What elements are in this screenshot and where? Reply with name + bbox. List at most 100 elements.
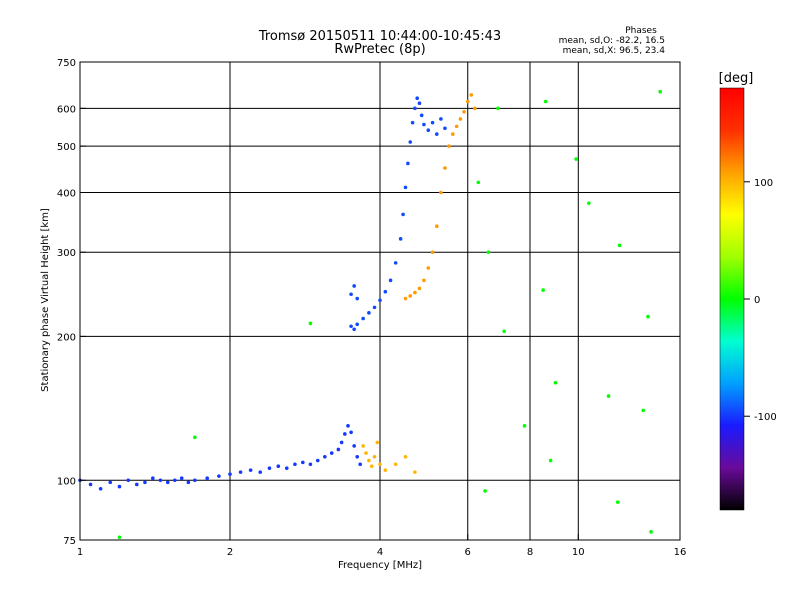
data-point (617, 243, 622, 248)
data-point (393, 462, 398, 467)
data-point (323, 454, 327, 459)
data-point (443, 166, 447, 170)
data-point (352, 444, 356, 448)
x-axis-ticks: 1 2 4 6 8 10 16 (77, 534, 686, 558)
data-point (458, 117, 463, 121)
data-point (352, 327, 356, 332)
data-point (587, 201, 591, 205)
data-point (469, 93, 474, 97)
data-point (422, 278, 426, 283)
x-tick-label: 8 (527, 547, 533, 558)
data-point (165, 480, 170, 485)
data-point (315, 458, 320, 463)
plot-grid (80, 62, 680, 540)
chart-title-line2: RwPretec (8p) (334, 42, 425, 57)
data-point (646, 314, 650, 319)
y-tick-label: 300 (57, 248, 76, 259)
data-point (553, 380, 558, 385)
data-point (410, 120, 415, 125)
data-point (451, 132, 455, 136)
data-point (574, 157, 578, 161)
data-point (367, 458, 371, 463)
colorbar-tick-label: -100 (754, 412, 777, 423)
data-point (372, 305, 377, 310)
data-point (447, 144, 451, 148)
colorbar-ticks: 100 0 -100 (744, 178, 777, 423)
colorbar-unit-label: [deg] (719, 71, 754, 86)
y-tick-label: 200 (57, 332, 76, 343)
data-point (439, 117, 443, 121)
data-point (403, 296, 408, 301)
data-point (408, 140, 413, 144)
data-point (301, 460, 305, 465)
data-point (352, 284, 356, 288)
data-point (641, 408, 646, 413)
data-point (606, 394, 611, 398)
chart-title-line1: Tromsø 20150511 10:44:00-10:45:43 (258, 29, 501, 44)
data-point (186, 480, 191, 485)
y-tick-label: 500 (57, 142, 76, 153)
data-point (419, 113, 424, 118)
data-point (108, 480, 113, 485)
data-point (502, 329, 506, 334)
data-point (486, 250, 491, 255)
data-point (193, 478, 197, 483)
data-point (434, 224, 439, 229)
stats-line-o: mean, sd,O: -82.2, 16.5 (559, 36, 665, 46)
data-point (355, 454, 359, 459)
data-point (134, 482, 139, 487)
data-point (308, 321, 313, 326)
data-point (383, 289, 388, 294)
data-point (496, 106, 500, 111)
data-point (343, 432, 347, 436)
data-point (355, 322, 359, 327)
data-point (439, 190, 443, 195)
data-point (228, 472, 232, 476)
data-point (476, 180, 481, 185)
data-points (78, 89, 662, 540)
y-tick-label: 400 (57, 188, 76, 199)
data-point (483, 489, 487, 493)
data-point (248, 468, 253, 472)
data-point (615, 500, 620, 504)
data-point (369, 464, 374, 469)
data-point (398, 237, 403, 241)
data-point (173, 478, 177, 483)
data-point (548, 458, 553, 463)
data-point (375, 440, 380, 445)
data-point (339, 440, 344, 445)
data-point (403, 454, 408, 459)
stats-heading: Phases (625, 26, 657, 36)
x-axis-label: Frequency [MHz] (338, 560, 422, 571)
data-point (541, 288, 545, 292)
data-point (430, 120, 435, 125)
data-point (88, 482, 93, 487)
data-point (413, 106, 417, 111)
stats-line-x: mean, sd,X: 96.5, 23.4 (563, 46, 666, 56)
x-tick-label: 1 (77, 547, 83, 558)
data-point (349, 324, 353, 329)
data-point (358, 462, 362, 467)
data-point (422, 122, 426, 127)
data-point (205, 476, 209, 481)
y-axis-ticks: 75 100 200 300 400 500 600 750 (57, 58, 86, 547)
data-point (267, 466, 272, 470)
y-tick-label: 75 (63, 536, 76, 547)
data-point (383, 468, 388, 472)
data-point (98, 486, 103, 491)
colorbar-tick-label: 100 (754, 178, 773, 189)
data-point (349, 292, 353, 297)
data-point (443, 126, 447, 131)
data-point (372, 454, 377, 459)
data-point (193, 435, 197, 440)
data-point (217, 474, 221, 478)
data-point (426, 266, 431, 270)
data-point (417, 286, 422, 291)
data-point (413, 290, 417, 295)
x-tick-label: 10 (572, 547, 585, 558)
data-point (117, 535, 122, 540)
data-point (378, 462, 382, 467)
x-tick-label: 4 (377, 547, 383, 558)
data-point (126, 478, 131, 483)
